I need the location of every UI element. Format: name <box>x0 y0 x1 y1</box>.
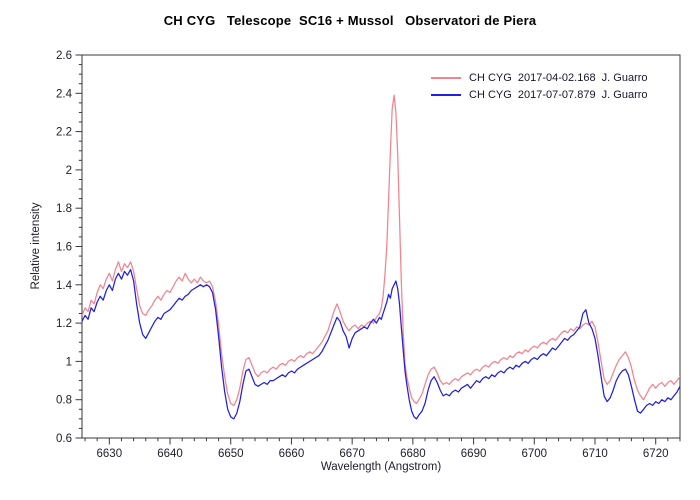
y-tick-label: 0.8 <box>56 395 72 407</box>
y-tick-label: 0.6 <box>56 433 72 445</box>
x-tick-label: 6630 <box>97 448 123 460</box>
legend: CH CYG 2017-04-02.168 J. Guarro CH CYG 2… <box>431 69 648 103</box>
pink-line-swatch <box>431 76 461 79</box>
spectrum-2017-04-02-curve <box>82 94 680 407</box>
y-tick-label: 1 <box>66 356 72 368</box>
y-tick-label: 2.2 <box>56 127 72 139</box>
y-axis-label: Relative intensity <box>30 202 42 290</box>
x-tick-label: 6670 <box>339 448 365 460</box>
y-tick-label: 1.4 <box>56 280 73 292</box>
legend-label: CH CYG 2017-04-02.168 J. Guarro <box>469 71 648 84</box>
x-tick-label: 6650 <box>218 448 244 460</box>
x-tick-label: 6710 <box>582 448 608 460</box>
legend-label: CH CYG 2017-07-07.879 J. Guarro <box>469 88 648 101</box>
blue-line-swatch <box>431 93 461 96</box>
spectrum-2017-07-07-curve <box>82 268 680 420</box>
legend-item-2017-04-02: CH CYG 2017-04-02.168 J. Guarro <box>431 69 648 86</box>
plot-frame <box>81 54 681 439</box>
y-tick-label: 1.8 <box>56 203 72 215</box>
chart-title: CH CYG Telescope SC16 + Mussol Observato… <box>163 13 537 28</box>
y-tick-label: 1.6 <box>56 242 72 254</box>
x-axis-label: Wavelength (Angstrom) <box>320 461 442 473</box>
x-tick-label: 6680 <box>400 448 426 460</box>
x-tick-label: 6720 <box>643 448 669 460</box>
x-tick-label: 6660 <box>279 448 305 460</box>
y-tick-label: 2.6 <box>56 50 72 62</box>
x-tick-label: 6640 <box>157 448 183 460</box>
y-tick-label: 2.4 <box>56 88 73 100</box>
x-tick-label: 6700 <box>521 448 547 460</box>
x-tick-label: 6690 <box>461 448 487 460</box>
legend-item-2017-07-07: CH CYG 2017-07-07.879 J. Guarro <box>431 86 648 103</box>
y-tick-label: 2 <box>66 165 72 177</box>
y-tick-label: 1.2 <box>56 318 72 330</box>
